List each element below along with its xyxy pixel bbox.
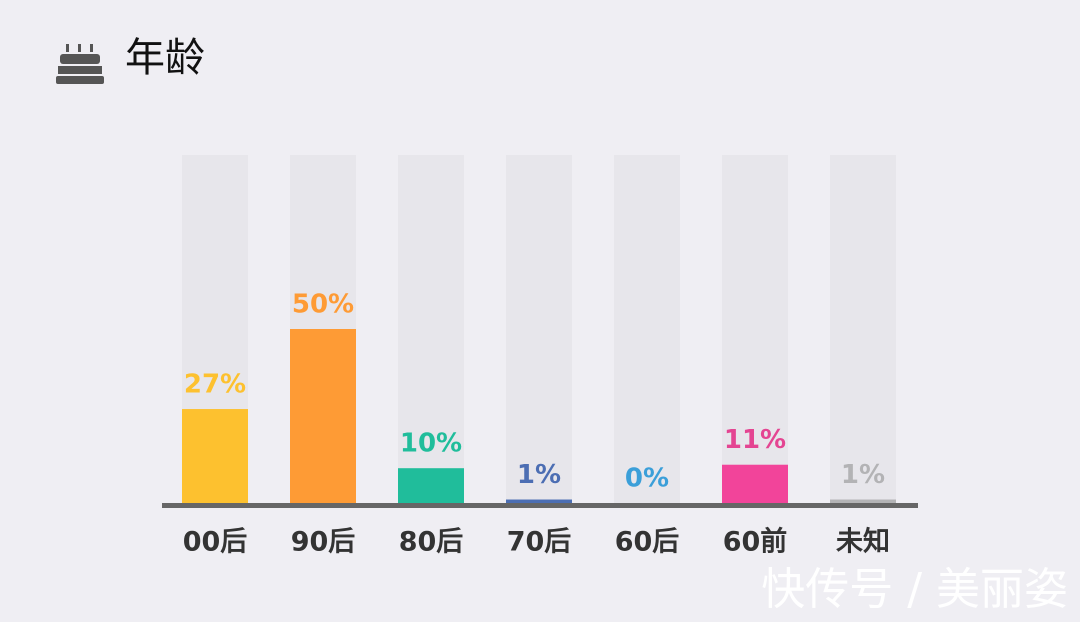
bar (722, 464, 788, 503)
bar (506, 499, 572, 503)
section-title: 年龄 (125, 35, 205, 81)
value-label: 0% (625, 464, 669, 494)
bar (398, 468, 464, 503)
value-label: 11% (724, 425, 786, 455)
bar-track (722, 155, 788, 503)
x-tick-label: 60后 (615, 527, 680, 558)
value-label: 1% (841, 460, 885, 490)
value-label: 1% (517, 460, 561, 490)
x-tick-label: 未知 (836, 527, 890, 558)
x-tick-label: 00后 (183, 527, 248, 558)
bar (290, 329, 356, 503)
bar-track (614, 155, 680, 503)
bar-track (506, 155, 572, 503)
value-label: 10% (400, 429, 462, 459)
value-label: 50% (292, 290, 354, 320)
watermark: 快传号 / 美丽姿 (761, 564, 1068, 615)
value-label: 27% (184, 370, 246, 400)
x-tick-label: 90后 (291, 527, 356, 558)
cake-icon (56, 44, 104, 84)
baseline (162, 503, 918, 508)
x-tick-label: 60前 (723, 526, 788, 558)
bar-track (398, 155, 464, 503)
x-tick-label: 70后 (507, 527, 572, 558)
bar-track (830, 155, 896, 503)
x-tick-label: 80后 (399, 527, 464, 558)
bar (182, 409, 248, 503)
bar (830, 499, 896, 503)
